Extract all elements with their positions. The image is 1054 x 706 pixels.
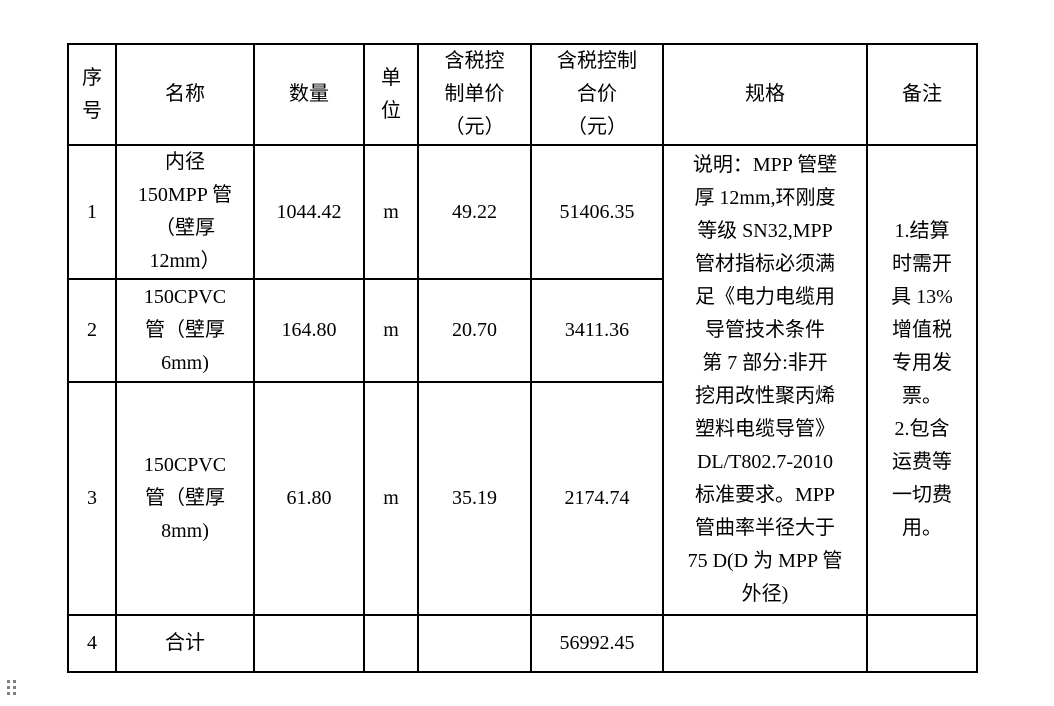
cell-name: 内径 150MPP 管 （壁厚 12mm） (115, 144, 255, 280)
cell-index: 1 (67, 144, 117, 280)
table-row: 3 150CPVC 管（壁厚 8mm) 61.80 m 35.19 2174.7… (67, 381, 977, 616)
cell-quantity (253, 614, 365, 673)
table-row: 1 内径 150MPP 管 （壁厚 12mm） 1044.42 m 49.22 … (67, 144, 978, 616)
cell-total-price: 51406.35 (530, 144, 664, 280)
col-header-spec: 规格 (662, 43, 868, 146)
cell-unit-price: 20.70 (417, 278, 532, 383)
cell-name: 150CPVC 管（壁厚 8mm) (115, 381, 255, 616)
header-row: 序 号 名称 数量 单 位 含税控 制单价 （元） 含税控制 合价 （元） 规格… (67, 43, 978, 146)
cell-remark-empty (866, 614, 978, 673)
cell-remark-merged: 1.结算 时需开 具 13% 增值税 专用发 票。 2.包含 运费等 一切费 用… (866, 144, 978, 616)
cell-unit-price: 49.22 (417, 144, 532, 280)
cell-spec-merged: 说明：MPP 管壁 厚 12mm,环刚度 等级 SN32,MPP 管材指标必须满… (662, 144, 868, 616)
col-header-remark: 备注 (866, 43, 978, 146)
cell-total-price: 56992.45 (530, 614, 664, 673)
col-header-name: 名称 (115, 43, 255, 146)
cell-unit: m (363, 144, 419, 280)
cell-quantity: 1044.42 (253, 144, 365, 280)
cell-quantity: 164.80 (253, 278, 365, 383)
cell-total-price: 3411.36 (530, 278, 664, 383)
cell-unit: m (363, 278, 419, 383)
cell-unit: m (363, 381, 419, 616)
cell-total-price: 2174.74 (530, 381, 664, 616)
cell-name: 150CPVC 管（壁厚 6mm) (115, 278, 255, 383)
col-header-unit: 单 位 (363, 43, 419, 146)
cell-name: 合计 (115, 614, 255, 673)
cell-index: 3 (67, 381, 117, 616)
col-header-quantity: 数量 (253, 43, 365, 146)
col-header-total-price: 含税控制 合价 （元） (530, 43, 664, 146)
cell-index: 2 (67, 278, 117, 383)
cell-index: 4 (67, 614, 117, 673)
cell-unit-price (417, 614, 532, 673)
cell-unit (363, 614, 419, 673)
table-row-total: 4 合计 56992.45 (67, 614, 978, 673)
cell-spec-empty (662, 614, 868, 673)
cell-quantity: 61.80 (253, 381, 365, 616)
col-header-index: 序 号 (67, 43, 117, 146)
main-table: 序 号 名称 数量 单 位 含税控 制单价 （元） 含税控制 合价 （元） 规格… (67, 43, 978, 673)
col-header-unit-price: 含税控 制单价 （元） (417, 43, 532, 146)
table-row: 2 150CPVC 管（壁厚 6mm) 164.80 m 20.70 3411.… (67, 278, 977, 383)
drag-handle-icon[interactable] (7, 680, 16, 695)
cell-unit-price: 35.19 (417, 381, 532, 616)
